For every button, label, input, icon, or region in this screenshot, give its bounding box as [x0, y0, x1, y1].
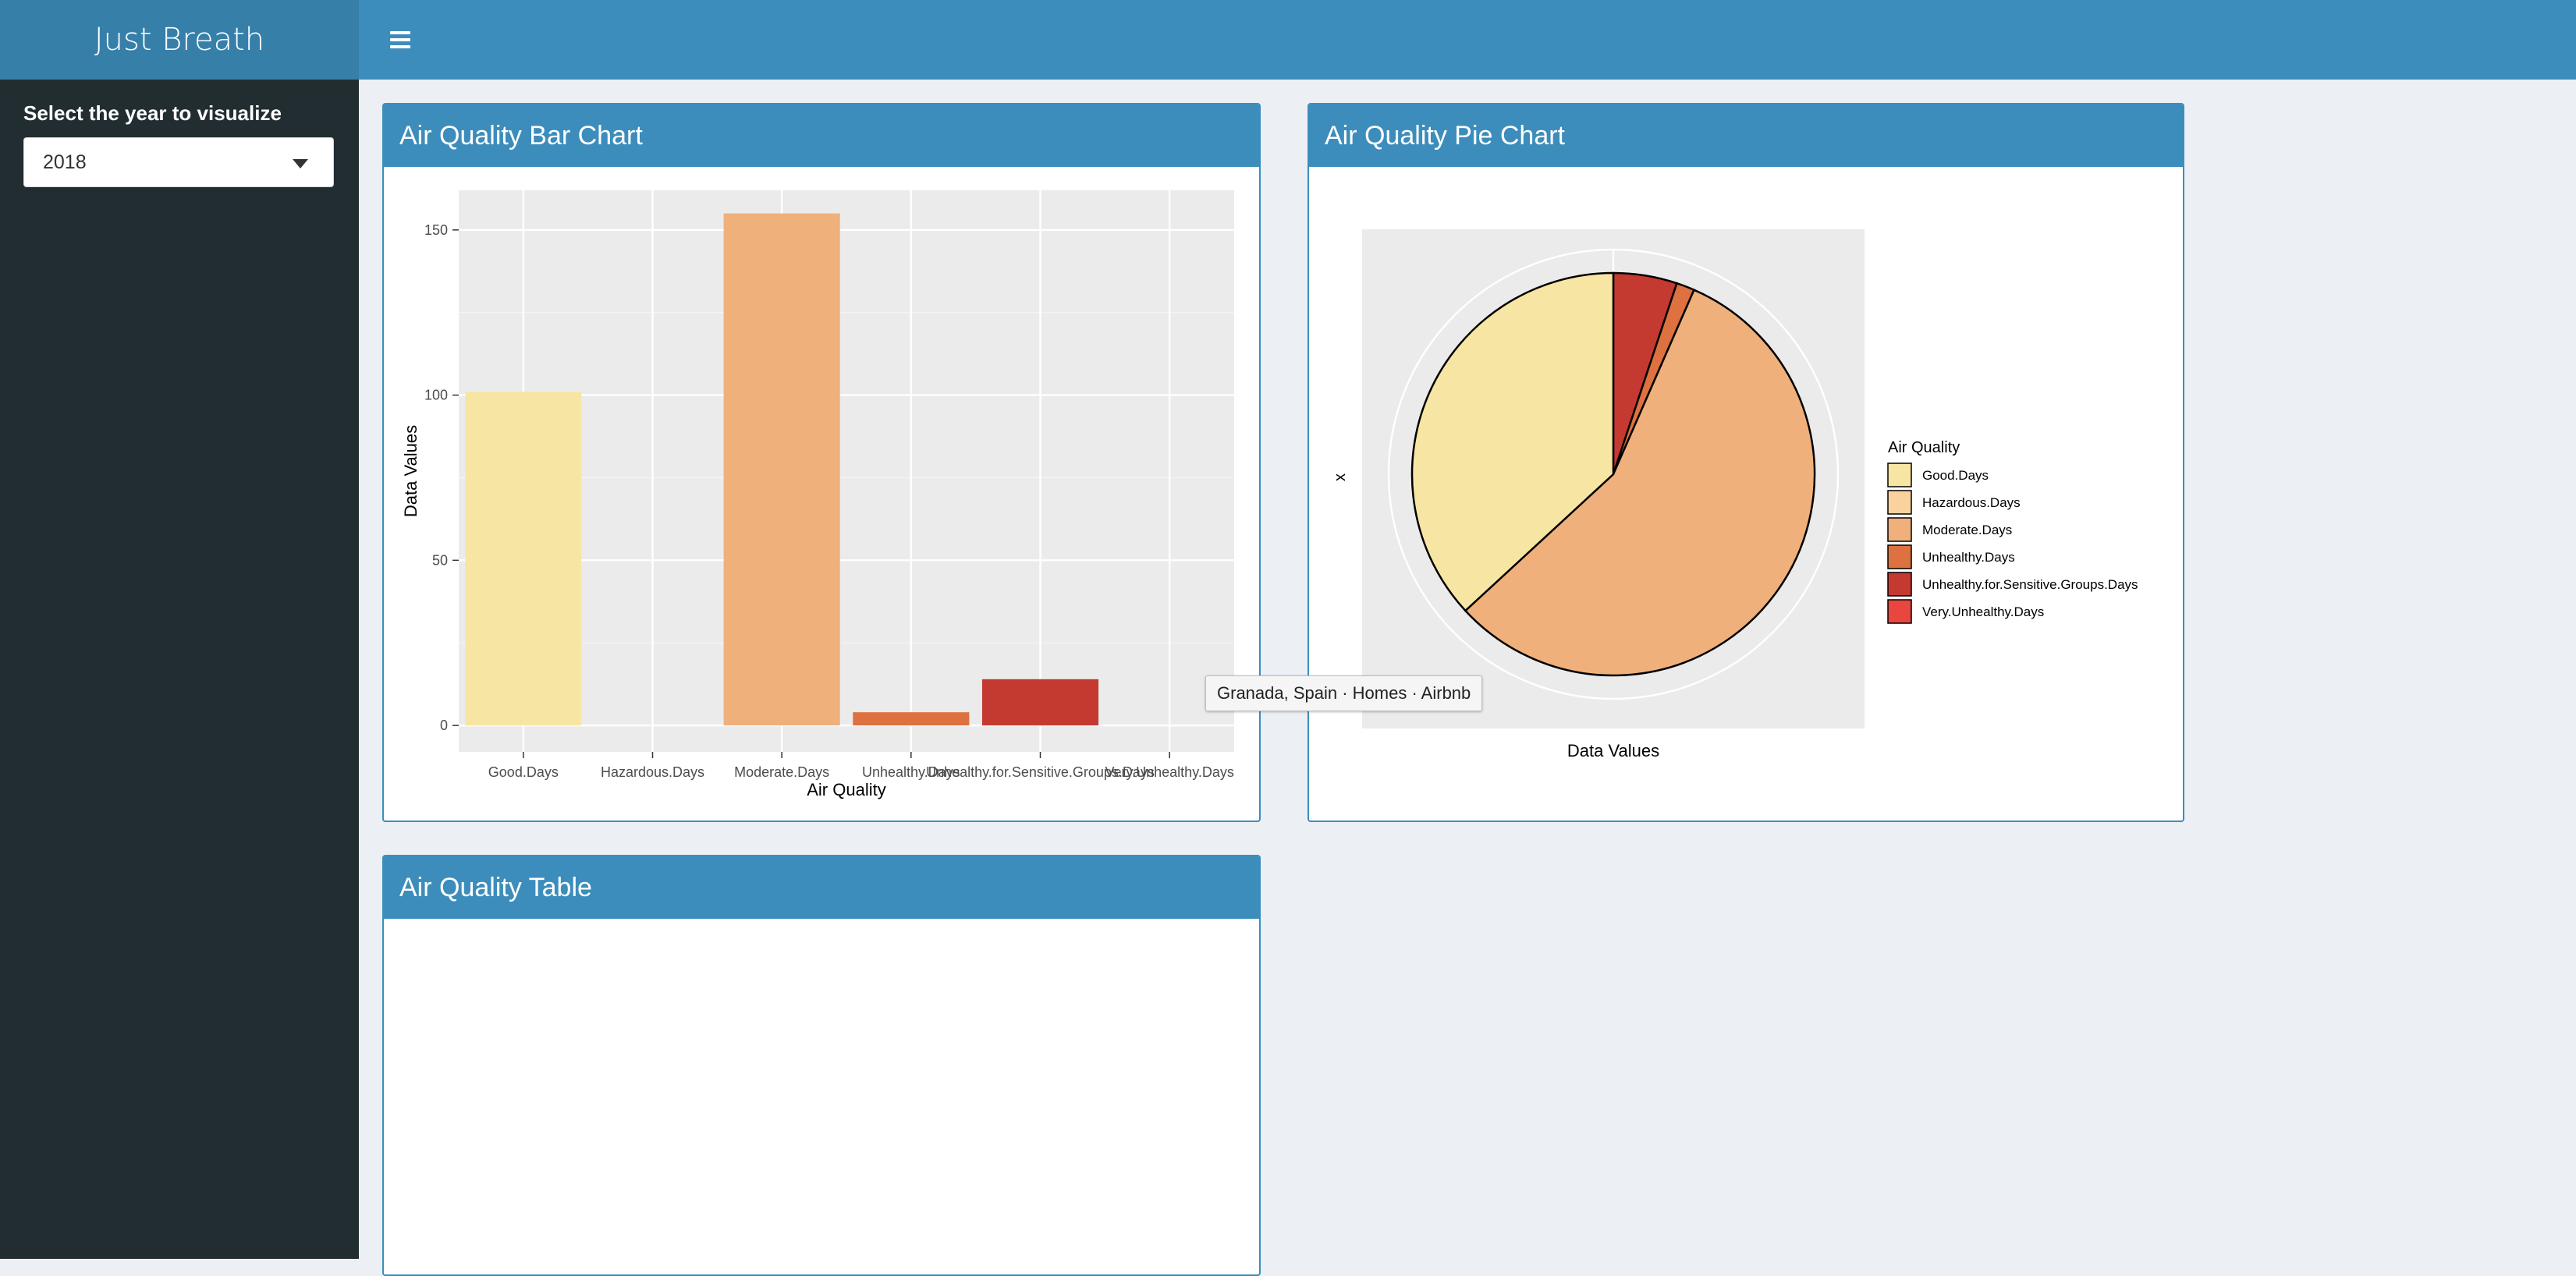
pie-chart-box-title: Air Quality Pie Chart — [1309, 105, 2183, 167]
x-tick-label: Very.Unhealthy.Days — [1105, 764, 1233, 780]
y-tick-label: 150 — [424, 222, 448, 238]
legend-swatch — [1887, 517, 1912, 542]
y-tick-label: 50 — [432, 552, 448, 568]
bar-Unhealthy.for.Sensitive.Groups.Days — [981, 679, 1099, 726]
x-tick-label: Unhealthy.for.Sensitive.Groups.Days — [926, 764, 1155, 780]
plot-panel — [459, 190, 1234, 752]
x-axis-label: Data Values — [1567, 741, 1659, 760]
sidebar: Select the year to visualize 2018 — [0, 0, 359, 1259]
pie-chart: Data Values x Air Quality Good.Days Hazardou… — [1332, 229, 2138, 760]
legend-label: Hazardous.Days — [1922, 495, 2021, 510]
x-tick-label: Unhealthy.Days — [862, 764, 960, 780]
legend-title: Air Quality — [1888, 439, 1960, 456]
legend-label: Moderate.Days — [1922, 523, 2012, 537]
top-navbar — [359, 0, 2576, 80]
x-tick-label: Good.Days — [488, 764, 559, 780]
x-tick-label: Moderate.Days — [734, 764, 829, 780]
bar-chart: 0 50 100 150 Good.Days Hazardous.Days Moderate… — [401, 190, 1234, 799]
legend-label: Unhealthy.Days — [1922, 550, 2015, 565]
bar-Unhealthy.Days — [853, 712, 970, 726]
legend-swatch — [1887, 599, 1912, 624]
year-select[interactable]: 2018 — [23, 137, 334, 187]
bar-chart-box-title: Air Quality Bar Chart — [384, 105, 1259, 167]
app-logo[interactable]: Just Breath — [0, 0, 359, 80]
legend-label: Unhealthy.for.Sensitive.Groups.Days — [1922, 577, 2138, 592]
legend-swatch — [1887, 544, 1912, 569]
table-box: Air Quality Table — [382, 855, 1261, 1276]
y-tick-label: 100 — [424, 388, 448, 403]
x-tick-label: Hazardous.Days — [601, 764, 704, 780]
year-select-label: Select the year to visualize — [23, 101, 282, 125]
legend-swatch — [1887, 463, 1912, 487]
bar-Moderate.Days — [723, 213, 840, 726]
bar-Good.Days — [465, 392, 582, 726]
year-select-value: 2018 — [43, 151, 87, 173]
x-axis-label: Air Quality — [807, 780, 885, 799]
legend-label: Very.Unhealthy.Days — [1922, 604, 2044, 619]
y-tick-label: 0 — [440, 718, 448, 733]
pie-chart-box: Air Quality Pie Chart Data Values x Air Qu… — [1308, 103, 2184, 822]
browser-tooltip: Granada, Spain · Homes · Airbnb — [1205, 675, 1483, 711]
sidebar-toggle-button[interactable] — [381, 20, 420, 59]
legend-swatch — [1887, 490, 1912, 515]
menu-icon — [390, 31, 410, 48]
pie-slice-Good.Days — [1410, 271, 1615, 612]
y-axis-label: Data Values — [401, 425, 420, 517]
legend-label: Good.Days — [1922, 468, 1989, 483]
table-box-title: Air Quality Table — [384, 856, 1259, 919]
chevron-down-icon — [293, 159, 308, 168]
pie-slice-Moderate.Days — [1464, 289, 1816, 677]
bar-chart-box: Air Quality Bar Chart 0 50 100 150 Good.Days… — [382, 103, 1261, 822]
legend-swatch — [1887, 572, 1912, 597]
y-axis-label: x — [1332, 473, 1349, 481]
